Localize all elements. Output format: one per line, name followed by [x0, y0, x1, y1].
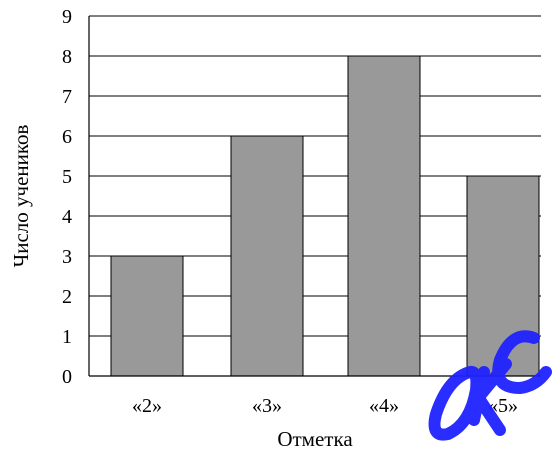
x-tick-label: «3»	[252, 395, 282, 417]
x-tick-label: «2»	[132, 395, 162, 417]
bars	[110, 55, 540, 377]
y-axis-label: Число учеников	[9, 124, 33, 267]
x-axis-label: Отметка	[277, 427, 353, 451]
y-tick-label: 3	[62, 246, 72, 268]
x-tick-label: «5»	[488, 395, 518, 417]
y-tick-label: 0	[62, 366, 72, 388]
y-tick-label: 2	[62, 286, 72, 308]
y-tick-label: 1	[62, 326, 72, 348]
y-tick-label: 7	[62, 86, 72, 108]
bar	[230, 135, 304, 377]
bar	[110, 255, 184, 377]
x-tick-label: «4»	[369, 395, 399, 417]
y-tick-label: 6	[62, 126, 72, 148]
y-tick-label: 9	[62, 6, 72, 28]
x-tick-labels: «2» «3» «4» «5»	[132, 395, 518, 417]
y-tick-label: 8	[62, 46, 72, 68]
watermark-logo-icon	[428, 330, 552, 441]
y-tick-label: 5	[62, 166, 72, 188]
y-tick-label: 4	[62, 206, 72, 228]
bar	[347, 55, 421, 377]
y-tick-labels: 0 1 2 3 4 5 6 7 8 9	[62, 6, 72, 388]
